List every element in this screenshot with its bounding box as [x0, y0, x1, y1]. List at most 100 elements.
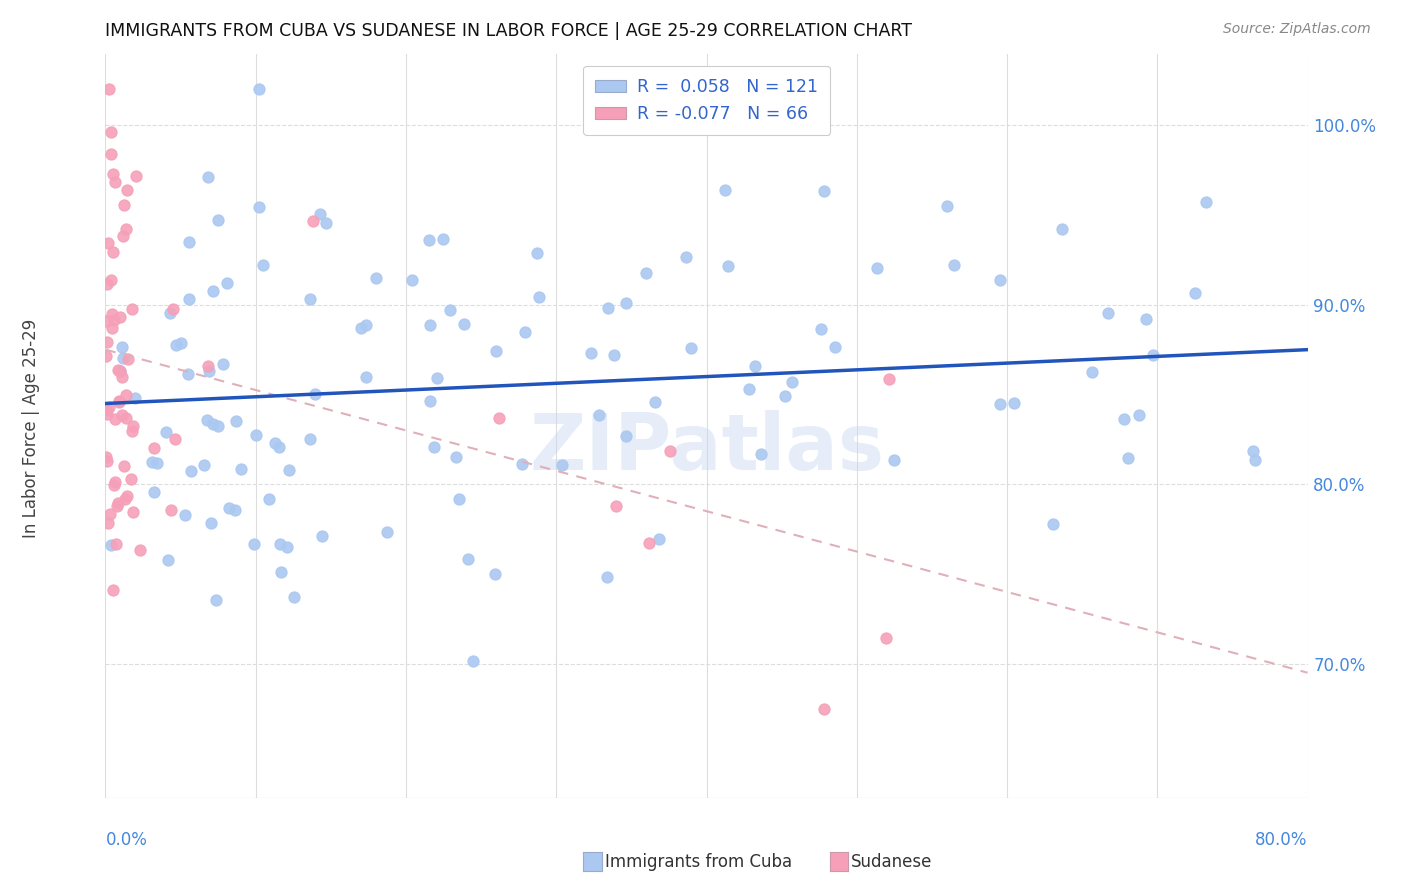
Point [350, 320, 373, 334]
Point [515, 325, 537, 339]
Legend: R =  0.058   N = 121, R = -0.077   N = 66: R = 0.058 N = 121, R = -0.077 N = 66 [583, 66, 830, 135]
Point [96, 314, 118, 328]
Point [205, 593, 228, 607]
Point [717, 260, 740, 274]
Point [103, 313, 125, 327]
Point [101, 167, 124, 181]
Point [111, 340, 134, 354]
Point [201, 417, 224, 431]
Point [551, 458, 574, 472]
Point [988, 397, 1011, 411]
Point [527, 290, 550, 304]
Point [773, 389, 796, 403]
Point [198, 364, 221, 378]
Point [877, 372, 900, 386]
Point [439, 303, 461, 318]
Point [596, 301, 619, 315]
Point [1184, 285, 1206, 300]
Point [107, 496, 129, 510]
Point [461, 654, 484, 668]
Text: Immigrants from Cuba: Immigrants from Cuba [605, 853, 792, 871]
Point [270, 566, 292, 580]
Point [101, 321, 124, 335]
Point [419, 393, 441, 408]
Point [637, 536, 659, 550]
Point [229, 462, 252, 476]
Point [125, 169, 148, 183]
Point [813, 702, 835, 716]
Text: 0.0%: 0.0% [105, 831, 148, 849]
Point [308, 207, 330, 221]
Point [602, 105, 624, 120]
Point [737, 382, 759, 396]
Point [659, 444, 682, 458]
Point [180, 465, 202, 479]
Point [124, 391, 146, 405]
Point [121, 424, 143, 438]
Point [1116, 450, 1139, 465]
Point [96, 335, 118, 350]
Point [311, 528, 333, 542]
Point [163, 433, 186, 447]
Point [112, 228, 135, 243]
Point [245, 427, 267, 442]
Point [115, 489, 138, 503]
Point [160, 502, 183, 516]
Point [354, 370, 377, 384]
Point [263, 435, 285, 450]
Point [485, 343, 508, 358]
Point [104, 175, 127, 189]
Point [195, 413, 218, 427]
Point [935, 199, 957, 213]
Point [96, 403, 118, 417]
Point [159, 305, 181, 319]
Point [401, 273, 423, 287]
Point [112, 198, 135, 212]
Point [810, 322, 832, 336]
Point [103, 478, 125, 492]
Point [1244, 453, 1267, 467]
Point [215, 276, 238, 290]
Point [207, 419, 229, 434]
Point [418, 233, 440, 247]
Point [866, 261, 889, 276]
Point [1142, 348, 1164, 362]
Point [444, 450, 467, 464]
Point [103, 245, 125, 260]
Point [1114, 411, 1136, 425]
Point [111, 370, 134, 384]
Point [96, 277, 118, 292]
Text: In Labor Force | Age 25-29: In Labor Force | Age 25-29 [22, 318, 39, 538]
Point [101, 307, 124, 321]
Point [104, 412, 127, 426]
Point [110, 364, 132, 378]
Point [193, 458, 215, 473]
Point [269, 536, 291, 550]
Point [197, 169, 219, 184]
Point [780, 376, 803, 390]
Point [354, 318, 377, 333]
Point [375, 525, 398, 540]
Point [207, 213, 229, 227]
Point [596, 570, 619, 584]
Point [96, 454, 118, 468]
Point [276, 540, 298, 554]
Point [97, 235, 120, 250]
Point [96, 408, 118, 422]
Point [1241, 443, 1264, 458]
Point [103, 475, 125, 490]
Point [122, 418, 145, 433]
Point [100, 125, 122, 139]
Text: Sudanese: Sudanese [851, 853, 932, 871]
Point [197, 359, 219, 374]
Point [121, 302, 143, 317]
Point [988, 273, 1011, 287]
Point [156, 553, 179, 567]
Point [526, 245, 548, 260]
Point [174, 508, 197, 522]
Point [714, 183, 737, 197]
Point [252, 258, 274, 272]
Point [247, 82, 270, 96]
Point [299, 432, 322, 446]
Point [423, 440, 446, 454]
